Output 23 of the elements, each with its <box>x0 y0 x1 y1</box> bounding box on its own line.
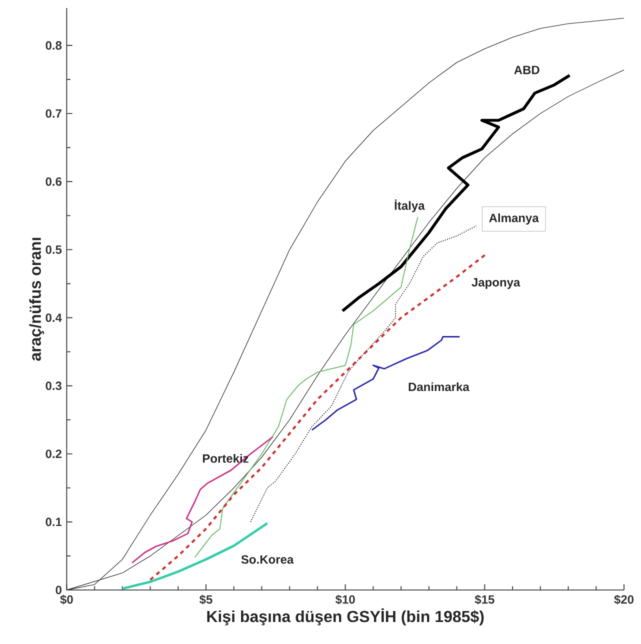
y-tick-label: 0.3 <box>46 382 62 390</box>
y-tick-label: 0 <box>56 586 62 594</box>
x-tick-label: $5 <box>199 594 212 605</box>
series-label: Japonya <box>472 278 520 289</box>
series-label: Almanya <box>489 213 539 225</box>
x-axis-title: Kişi başına düşen GSYİH (bin 1985$) <box>207 608 484 626</box>
y-tick-label: 0.7 <box>46 109 62 118</box>
x-tick-label: $15 <box>474 594 494 605</box>
x-tick-label: $10 <box>335 594 355 605</box>
line-series <box>341 74 572 312</box>
y-axis-title: araç/nüfus oranı <box>29 238 44 361</box>
y-tick-label: 0.1 <box>46 518 62 526</box>
series-label: ABD <box>514 66 540 74</box>
series-label: İtalya <box>394 199 425 212</box>
series-label: So.Korea <box>241 555 294 564</box>
series-label: Danimarka <box>408 382 470 392</box>
x-tick-label: $20 <box>614 594 634 605</box>
y-tick-label: 0.6 <box>46 177 62 186</box>
y-tick-label: 0.8 <box>46 41 62 50</box>
x-tick-label: $0 <box>60 594 73 605</box>
y-tick-label: 0.4 <box>46 313 62 322</box>
y-tick-label: 0.5 <box>46 245 62 254</box>
y-tick-label: 0.2 <box>46 450 62 458</box>
